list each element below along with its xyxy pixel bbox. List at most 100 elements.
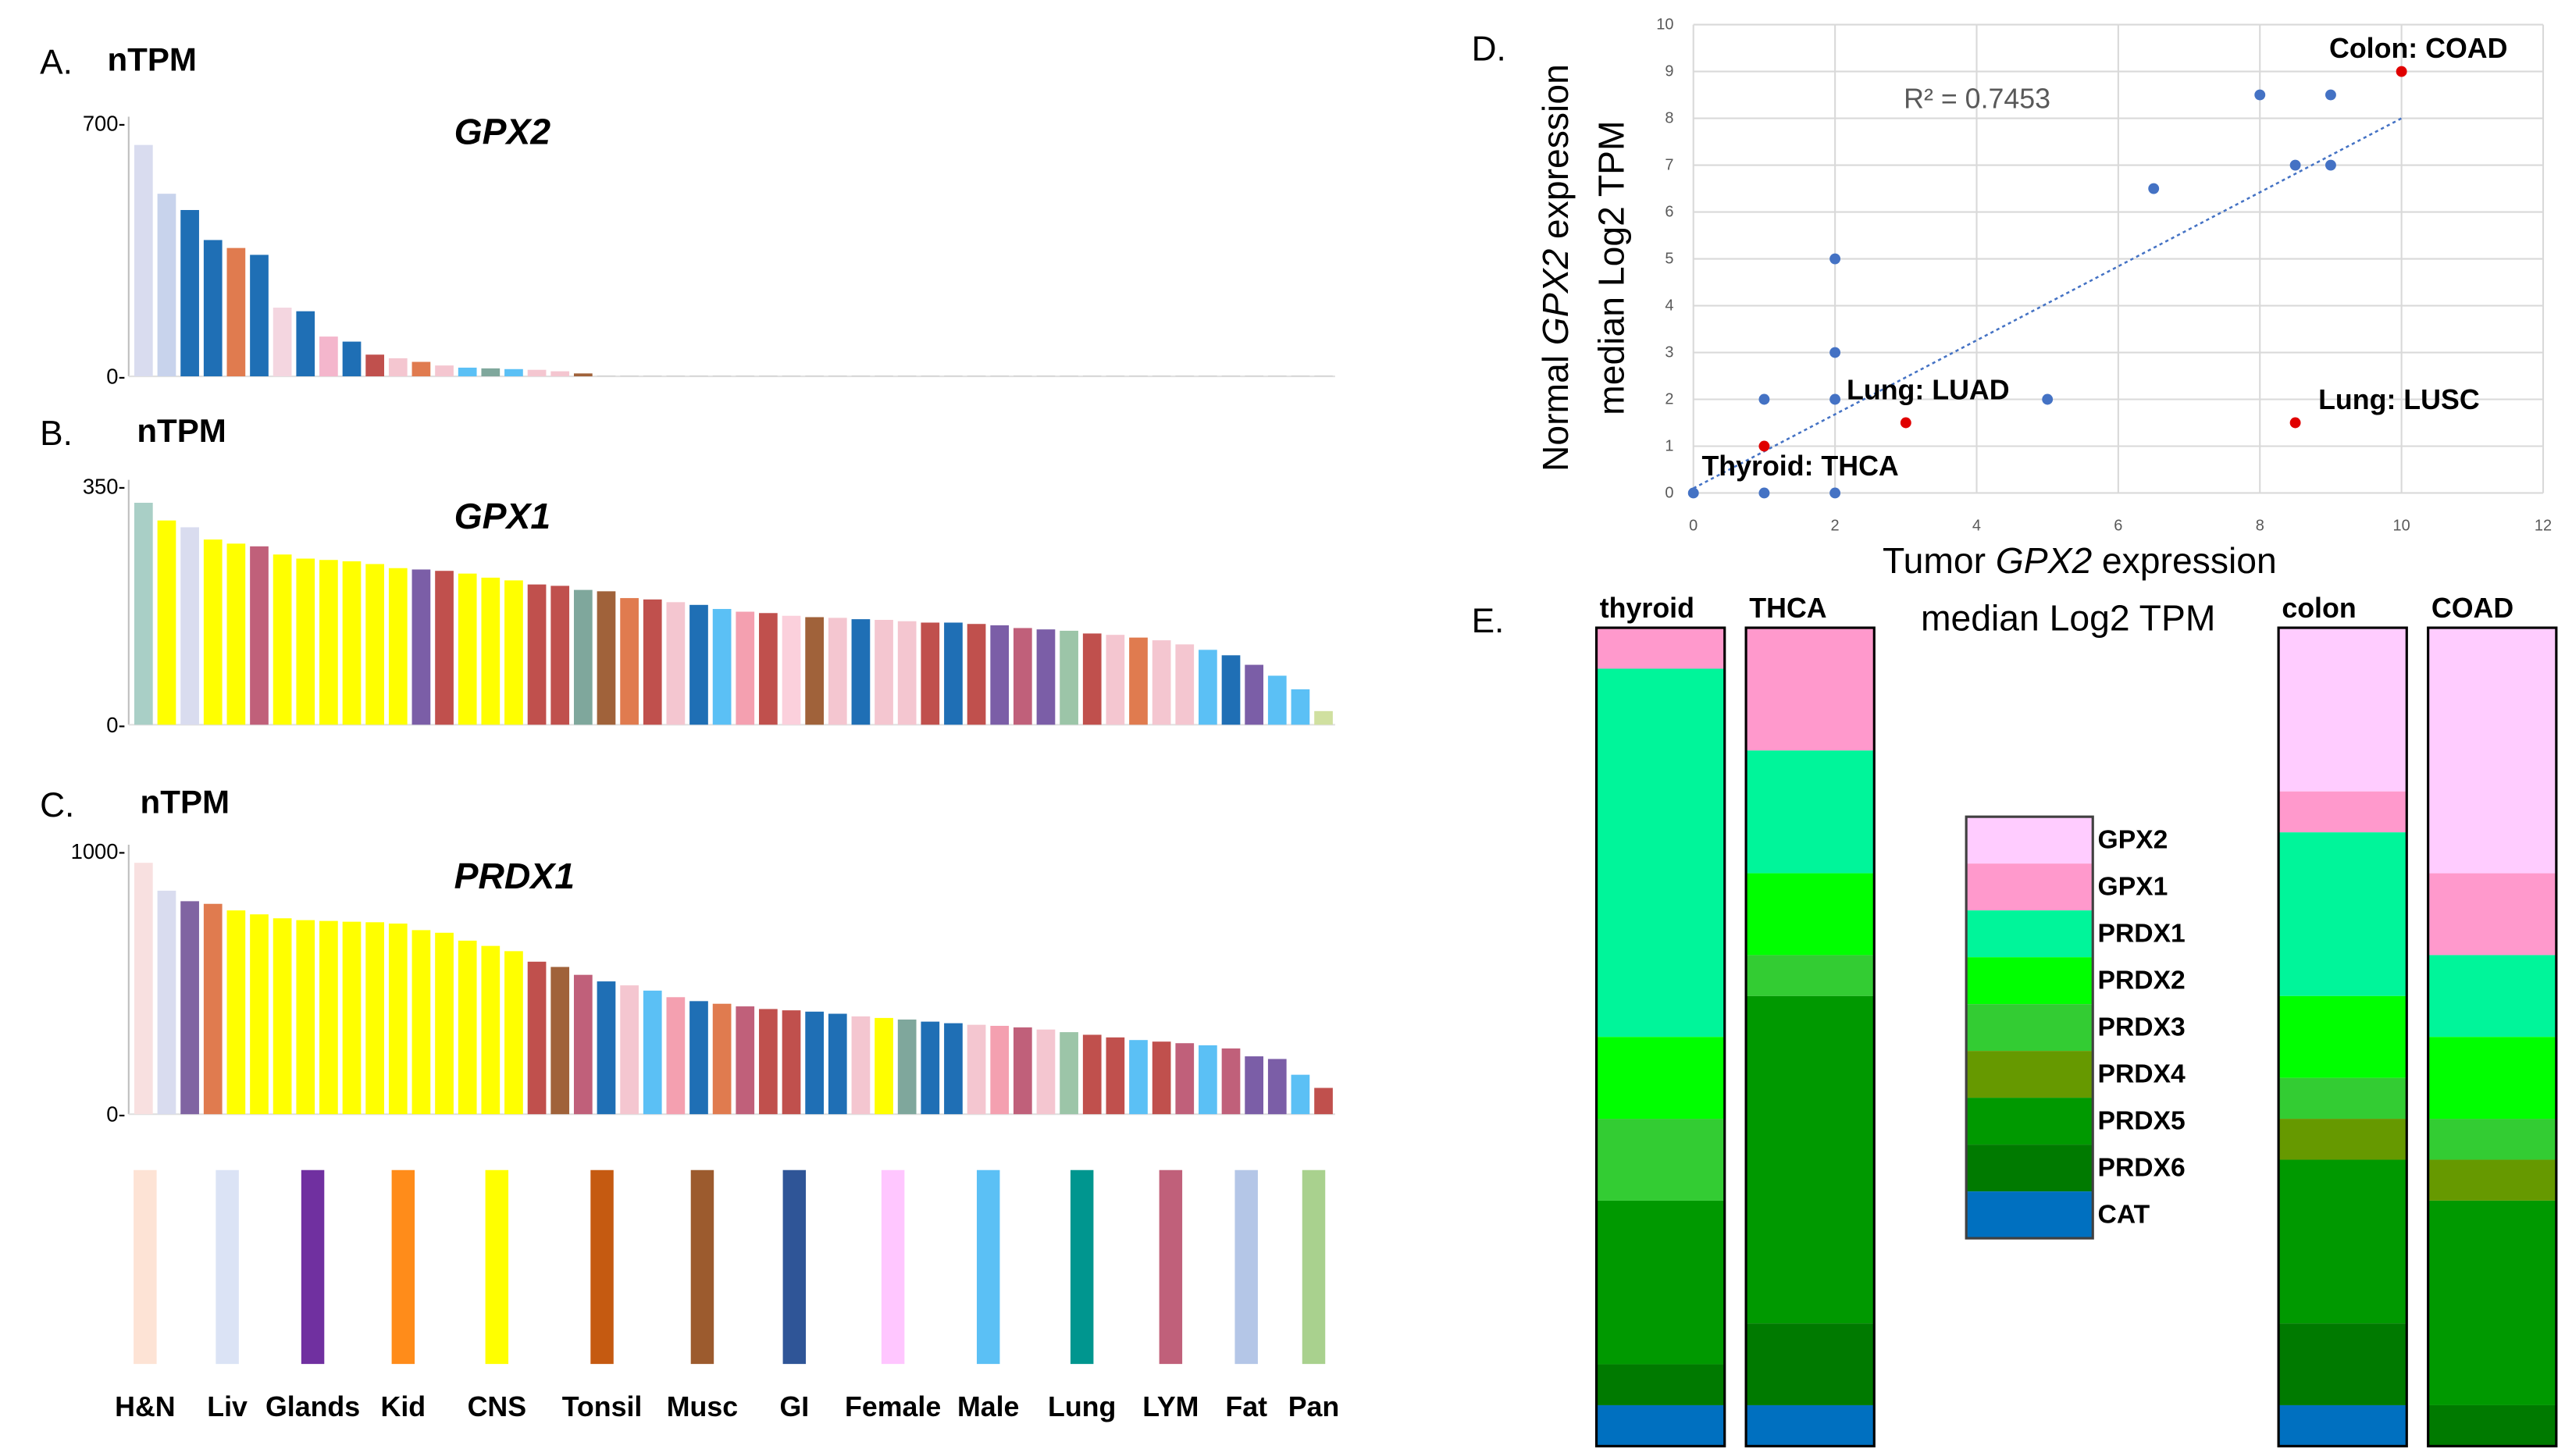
bar [550,371,570,377]
trendline [1693,117,2403,489]
bar [689,1001,708,1115]
bar [759,613,778,725]
legend-swatch [1966,1191,2093,1239]
y-tick-label: 6 [1665,204,1673,221]
tissue-swatch [976,1169,1000,1365]
bar [226,543,246,725]
bar [1267,1059,1287,1115]
bar [1106,1037,1125,1115]
point [2325,159,2336,171]
bar [1175,1043,1195,1115]
panel-label: D. [1472,30,1506,69]
bar [967,624,986,725]
tissue-swatch [1234,1169,1258,1365]
label-part: Tumor [1883,540,1986,581]
panel-label: C. [40,786,74,824]
tissue-label: Tonsil [562,1391,643,1422]
segment [2278,1159,2407,1324]
bar [573,974,593,1115]
tissue-label: Male [957,1391,1020,1422]
bar [550,967,570,1115]
bar [411,930,431,1115]
point [2325,89,2336,101]
segment [2278,791,2407,833]
bar-outline [1594,626,1726,1447]
tissue-label: Lung [1048,1391,1116,1422]
y-tick-label: 4 [1665,297,1673,315]
legend-outline [1965,815,2094,1240]
bar [250,255,269,377]
bar [759,1009,778,1115]
point [1829,253,1841,265]
segment [2428,1037,2556,1120]
tissue-swatch [1070,1169,1094,1365]
bar [967,1024,986,1115]
label-gene: GPX2 [1535,248,1576,345]
legend-swatch [1966,1098,2093,1145]
segment [2278,1404,2407,1447]
bar-outline [1744,626,1876,1447]
chart-title: PRDX1 [454,856,575,896]
legend-swatch [1966,1004,2093,1052]
bar [134,144,153,377]
legend-swatch [1966,817,2093,864]
bar [296,558,315,725]
legend-label: CAT [2098,1201,2150,1230]
bar [851,1016,871,1115]
bar [411,569,431,725]
tissue-label: Female [845,1391,941,1422]
bar [990,1026,1010,1115]
bar [1013,1027,1032,1115]
bar [921,622,940,725]
bar [342,921,362,1115]
tissue-label: H&N [115,1391,176,1422]
bar [875,619,893,725]
bar [435,365,454,377]
y-tick-label: 10 [1656,16,1673,34]
point [1829,393,1841,405]
chart-title: GPX2 [454,111,551,151]
bar [226,247,246,377]
xlabel-line2: median Log2 TPM [1921,597,2215,638]
bar [1152,1041,1171,1115]
bar [1245,1056,1264,1115]
bar [458,573,477,725]
bar [1060,630,1078,725]
tissue-swatch [301,1169,325,1365]
bar [411,361,431,377]
x-tick-label: 8 [2256,518,2264,535]
bar [1060,1032,1078,1115]
bar [597,981,616,1115]
point [1829,347,1841,358]
bar [1082,1034,1102,1115]
bar [1267,675,1287,725]
bar [1291,689,1310,725]
point [2396,66,2407,77]
segment [1746,1323,1875,1405]
point [1829,487,1841,499]
legend-label: PRDX5 [2098,1107,2186,1136]
bar [365,564,385,725]
panel-label: B. [40,415,73,453]
point [2289,159,2301,171]
bar [157,890,176,1115]
x-tick-label: 6 [2114,518,2122,535]
y-tick-label: 5 [1665,251,1673,268]
point [1758,487,1770,499]
y-tick-label: 350- [83,475,126,499]
bar [897,621,917,725]
bar [550,586,570,725]
unit-label: nTPM [141,784,230,821]
bar [736,1006,755,1115]
bar [319,920,338,1115]
bar [573,373,593,377]
legend-label: PRDX4 [2098,1060,2186,1089]
bar [388,923,408,1115]
bar [1314,710,1333,725]
bar [666,602,686,725]
tissue-label: CNS [468,1391,527,1422]
point [2254,89,2266,101]
point [2042,393,2054,405]
y-tick-label: 7 [1665,157,1673,174]
segment [2278,832,2407,996]
